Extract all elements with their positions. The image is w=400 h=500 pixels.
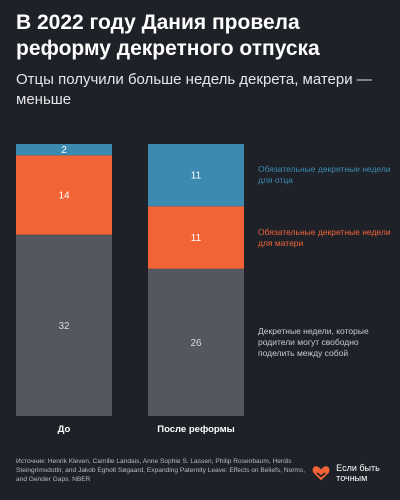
legend-mother-weeks: Обязательные декретные недели для матери <box>258 226 391 248</box>
value-label-mother-before: 14 <box>58 191 70 202</box>
legend-shared-weeks: Декретные недели, которые родители могут… <box>258 325 369 358</box>
bar-father-before <box>16 144 112 156</box>
bar-mother-before <box>16 155 112 235</box>
page-title: В 2022 году Дания провела реформу декрет… <box>16 11 320 60</box>
page-subtitle: Отцы получили больше недель декрета, мат… <box>16 71 372 108</box>
value-label-father-before: 2 <box>61 145 67 156</box>
bar-shared-after <box>148 268 244 416</box>
bar-mother-after <box>148 206 244 269</box>
brand-name: Если быть точным <box>336 463 380 483</box>
value-label-father-after: 11 <box>191 171 202 182</box>
brand-logo: Если быть точным <box>312 463 400 483</box>
value-label-shared-after: 26 <box>190 338 202 349</box>
legend-father-weeks: Обязательные декретные недели для отца <box>258 164 391 186</box>
value-label-mother-after: 11 <box>191 233 202 244</box>
category-label-after: После реформы <box>157 424 235 435</box>
value-label-shared-before: 32 <box>58 321 70 332</box>
bar-father-after <box>148 144 244 207</box>
bar-shared-before <box>16 234 112 416</box>
source-note: Источник: Henrik Kleven, Camille Landais… <box>16 458 306 483</box>
category-label-before: До <box>58 424 71 435</box>
heart-logo-icon <box>312 466 330 481</box>
stacked-bar-chart: 32 14 2 До 26 11 11 После реформы <box>16 144 244 435</box>
